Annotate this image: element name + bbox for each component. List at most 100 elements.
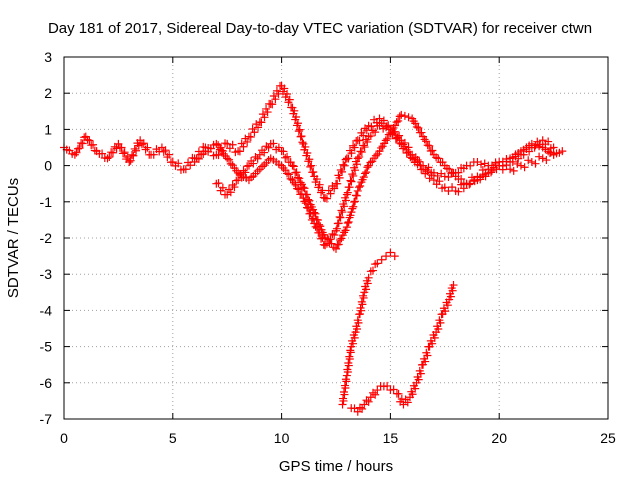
data-point	[281, 153, 290, 162]
y-tick-label: 1	[44, 121, 52, 137]
data-point	[353, 407, 362, 416]
data-point	[373, 259, 382, 268]
data-point	[194, 154, 203, 163]
chart-title: Day 181 of 2017, Sidereal Day-to-day VTE…	[48, 20, 592, 37]
data-point	[345, 183, 354, 192]
y-tick-label: 0	[44, 158, 52, 174]
data-point	[290, 106, 299, 115]
data-point	[340, 228, 349, 237]
data-point	[243, 137, 252, 146]
data-point	[394, 389, 403, 398]
plot-frame	[63, 56, 609, 420]
data-point	[298, 138, 307, 147]
data-point	[112, 144, 121, 153]
data-point	[368, 266, 377, 275]
data-point	[355, 152, 364, 161]
data-point	[363, 163, 372, 172]
data-point	[508, 157, 517, 166]
data-point	[352, 160, 361, 169]
data-point	[441, 307, 450, 316]
data-point	[72, 148, 81, 157]
data-point	[498, 161, 507, 170]
data-point	[309, 167, 318, 176]
data-point	[274, 89, 283, 98]
data-point	[309, 214, 318, 223]
data-point	[390, 252, 399, 261]
data-point	[235, 147, 244, 156]
data-point	[544, 137, 553, 146]
data-point	[519, 150, 528, 159]
x-tick-label: 5	[169, 430, 177, 446]
data-point	[120, 148, 129, 157]
data-point	[295, 174, 304, 183]
data-point	[285, 95, 294, 104]
data-point	[218, 183, 227, 192]
data-point	[226, 159, 235, 168]
data-point	[525, 147, 534, 156]
data-point	[362, 168, 371, 177]
data-point	[286, 158, 295, 167]
data-point	[271, 95, 280, 104]
data-point	[294, 127, 303, 136]
data-point	[422, 137, 431, 146]
data-point	[444, 186, 453, 195]
data-point	[292, 168, 301, 177]
data-point	[286, 174, 295, 183]
data-point	[400, 138, 409, 147]
data-point	[371, 390, 380, 399]
data-point	[438, 158, 447, 167]
data-point	[343, 218, 352, 227]
data-point	[373, 386, 382, 395]
data-point	[322, 194, 331, 203]
data-point	[341, 384, 350, 393]
data-point	[305, 155, 314, 164]
data-point	[244, 161, 253, 170]
data-point	[98, 149, 107, 158]
data-point	[299, 183, 308, 192]
data-point	[524, 156, 533, 165]
data-point	[549, 150, 558, 159]
x-tick-labels: 0 5 10 15 20 25	[60, 430, 616, 446]
data-point	[293, 119, 302, 128]
data-point	[350, 333, 359, 342]
data-point	[383, 134, 392, 143]
data-point	[359, 141, 368, 150]
data-point	[535, 142, 544, 151]
data-point	[253, 154, 262, 163]
data-point	[137, 140, 146, 149]
data-point	[513, 159, 522, 168]
data-point	[448, 183, 457, 192]
data-point	[506, 165, 515, 174]
data-point	[423, 167, 432, 176]
x-tick-label: 15	[383, 430, 399, 446]
data-point	[335, 173, 344, 182]
data-point	[223, 154, 232, 163]
data-point	[228, 180, 237, 189]
data-point	[283, 169, 292, 178]
data-point	[423, 351, 432, 360]
y-axis-title: SDTVAR / TECUs	[5, 178, 22, 298]
data-point	[89, 140, 98, 149]
data-point	[404, 113, 413, 122]
data-point	[392, 118, 401, 127]
data-point	[294, 185, 303, 194]
data-point	[343, 367, 352, 376]
data-point	[446, 292, 455, 301]
data-point	[174, 159, 183, 168]
data-point	[371, 151, 380, 160]
y-tick-label: -6	[40, 375, 53, 391]
data-point	[414, 375, 423, 384]
data-point	[279, 147, 288, 156]
data-point	[341, 196, 350, 205]
data-point	[466, 179, 475, 188]
data-point	[342, 223, 351, 232]
data-point	[466, 161, 475, 170]
data-point	[128, 150, 136, 159]
data-point	[427, 171, 436, 180]
data-point	[263, 108, 272, 117]
x-tick-label: 0	[60, 430, 68, 446]
data-point	[289, 162, 298, 171]
data-point	[83, 135, 92, 144]
data-point	[241, 168, 250, 177]
data-point	[315, 220, 324, 229]
